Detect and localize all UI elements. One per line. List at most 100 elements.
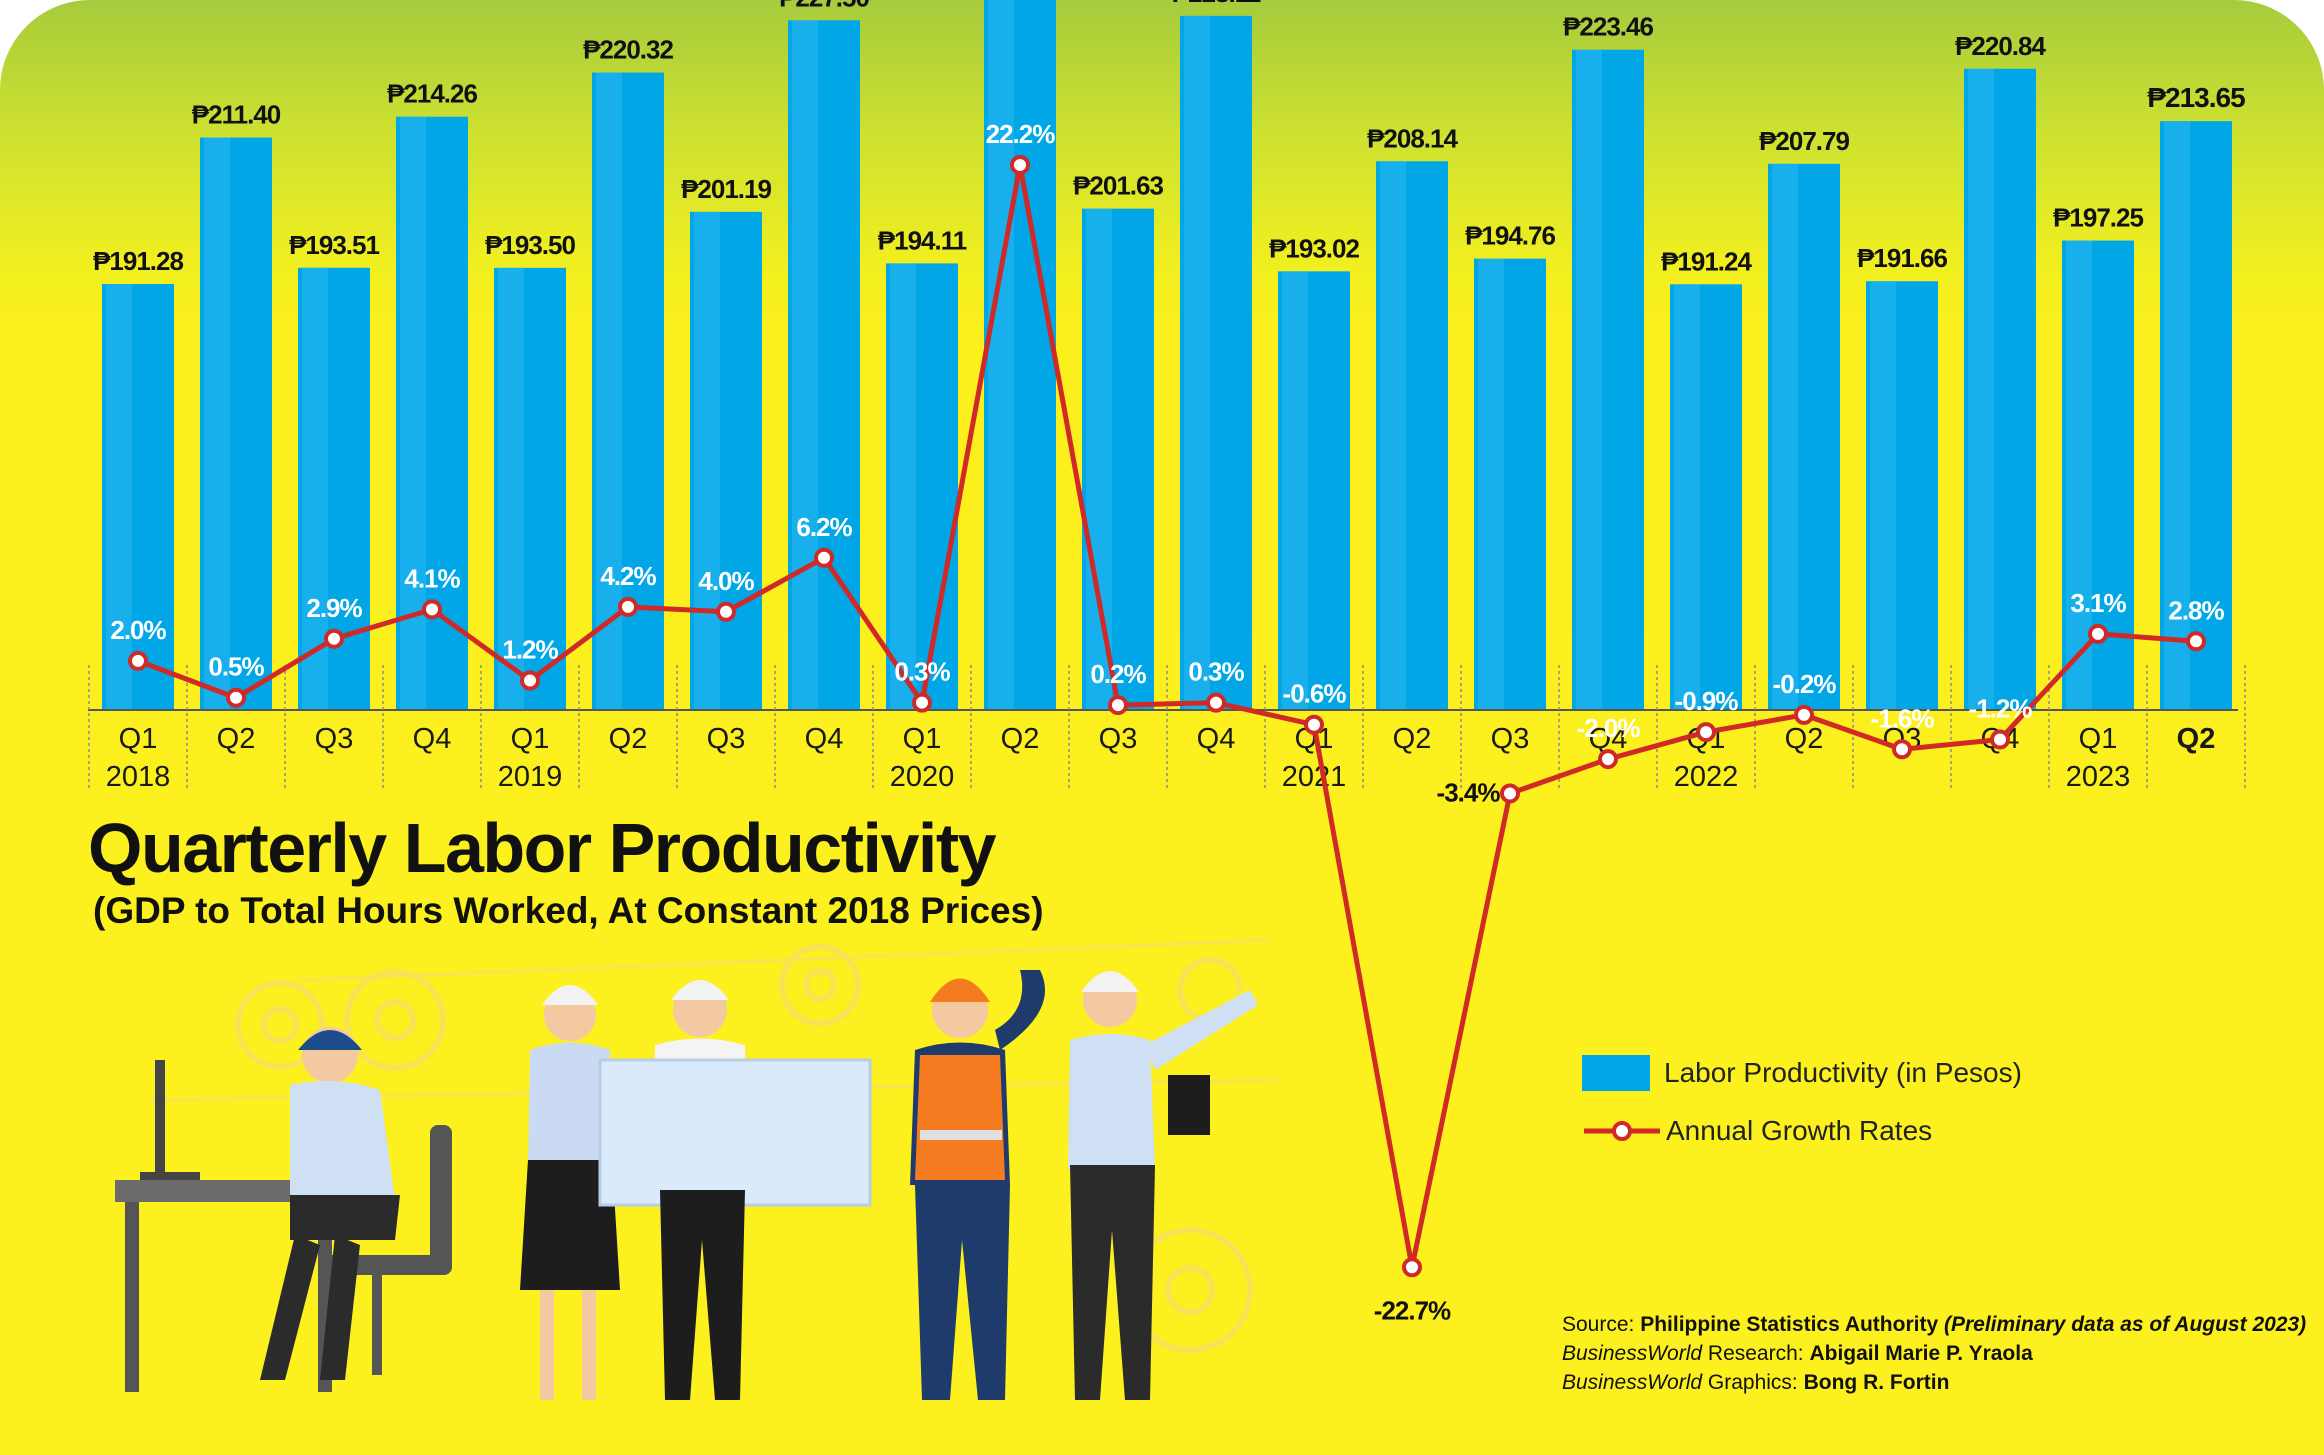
bar-value-label: ₱227.50 — [779, 0, 869, 12]
legend-bar-label: Labor Productivity (in Pesos) — [1664, 1057, 2022, 1088]
growth-marker — [912, 692, 932, 713]
growth-marker — [422, 599, 442, 620]
bar-value-label: ₱220.32 — [583, 35, 673, 65]
x-tick-label: Q3 — [707, 723, 746, 755]
graphics-line: BusinessWorld Graphics: Bong R. Fortin — [1562, 1368, 2306, 1397]
bar-value-label: ₱220.84 — [1955, 31, 2046, 61]
growth-marker — [2186, 631, 2206, 652]
bar-highlight — [2066, 240, 2092, 711]
legend-item-line: Annual Growth Rates — [1582, 1113, 1932, 1149]
bar-highlight — [792, 20, 818, 710]
bar-highlight — [890, 263, 916, 710]
source-line: Source: Philippine Statistics Authority … — [1562, 1310, 2306, 1339]
growth-marker — [716, 601, 736, 622]
growth-value-label: 4.1% — [404, 563, 460, 593]
bar-highlight — [204, 137, 230, 711]
graphics-label: Graphics: — [1702, 1371, 1804, 1394]
growth-marker — [2088, 623, 2108, 644]
growth-value-label: 2.9% — [306, 593, 362, 623]
bar-value-label: ₱194.11 — [878, 225, 967, 255]
growth-marker — [1402, 1257, 1422, 1278]
growth-marker — [520, 670, 540, 691]
growth-marker — [226, 687, 246, 708]
legend-line-swatch — [1584, 1121, 1660, 1141]
research-name: Abigail Marie P. Yraola — [1809, 1342, 2033, 1365]
chart-title: Quarterly Labor Productivity — [88, 809, 997, 887]
growth-value-label: 0.5% — [208, 652, 264, 682]
woman-engineer — [520, 985, 620, 1400]
bar-highlight — [988, 0, 1014, 710]
research-brand: BusinessWorld — [1562, 1342, 1703, 1365]
x-tick-label: Q3 — [1099, 723, 1138, 755]
x-tick-label: Q1 — [903, 723, 942, 755]
x-tick-year-label: 2018 — [106, 761, 171, 793]
x-tick-label: Q2 — [1393, 723, 1432, 755]
x-tick-year-label: 2021 — [1282, 761, 1347, 793]
bar-value-label: ₱228.11 — [1172, 0, 1261, 8]
growth-value-label: 2.0% — [110, 615, 166, 645]
growth-marker — [1500, 783, 1520, 804]
growth-value-label: 4.0% — [698, 566, 754, 596]
growth-value-label: 6.2% — [796, 512, 852, 542]
bar-highlight — [1478, 258, 1504, 710]
source-note: (Preliminary data as of August 2023) — [1943, 1313, 2307, 1336]
legend-bar-swatch — [1582, 1055, 1650, 1091]
bar-highlight — [1576, 49, 1602, 710]
research-line: BusinessWorld Research: Abigail Marie P.… — [1562, 1339, 2306, 1368]
x-tick-year-label: 2022 — [1674, 761, 1739, 793]
growth-value-labels: 2.0% 0.5% 2.9% 4.1% 1.2% 4.2% 4.0% 6.2% 0.3% 22.2… — [110, 119, 2225, 1325]
bar-highlight — [596, 72, 622, 710]
legend-line-label: Annual Growth Rates — [1666, 1115, 1933, 1146]
growth-marker — [1598, 749, 1618, 770]
bar-value-label: ₱201.63 — [1073, 171, 1163, 201]
x-tick-label: Q3 — [315, 723, 354, 755]
x-tick-label: Q1 — [119, 723, 158, 755]
worker-at-desk — [115, 1027, 452, 1392]
growth-value-label: -1.6% — [1871, 703, 1935, 733]
growth-marker — [1696, 722, 1716, 743]
growth-marker — [1990, 729, 2010, 750]
graphics-name: Bong R. Fortin — [1803, 1371, 1950, 1394]
bar-value-label: ₱197.25 — [2053, 203, 2143, 233]
growth-value-label: -0.2% — [1773, 669, 1837, 699]
x-tick-year-label: 2020 — [890, 761, 955, 793]
bar-highlight — [1870, 281, 1896, 710]
bar-highlight — [1086, 208, 1112, 711]
x-tick-label: Q4 — [805, 723, 844, 755]
bar-value-label: ₱213.65 — [2147, 82, 2245, 113]
graphics-brand: BusinessWorld — [1562, 1371, 1703, 1394]
bar-highlight — [1968, 68, 1994, 710]
bar-highlight — [1772, 163, 1798, 711]
growth-value-label: -2.0% — [1577, 713, 1641, 743]
bar-value-label: ₱193.02 — [1269, 233, 1359, 263]
bar-value-labels: ₱191.28 ₱211.40 ₱193.51 ₱214.26 ₱193.50 ₱220.… — [93, 0, 2246, 276]
bar-value-label: ₱214.26 — [387, 79, 477, 109]
growth-value-label: 0.3% — [894, 657, 950, 687]
growth-marker — [1794, 704, 1814, 725]
x-tick-label: Q1 — [511, 723, 550, 755]
growth-marker — [1304, 714, 1324, 735]
bar-value-label: ₱191.28 — [93, 246, 183, 276]
bar-value-label: ₱208.14 — [1367, 123, 1458, 153]
growth-value-label: 1.2% — [502, 635, 558, 665]
x-tick-label: Q4 — [1197, 723, 1236, 755]
growth-marker — [324, 628, 344, 649]
growth-value-label: 3.1% — [2070, 588, 2126, 618]
bar-highlight — [1674, 284, 1700, 710]
bar-value-label: ₱211.40 — [192, 100, 281, 130]
bars-layer — [102, 0, 2232, 711]
growth-value-label: 22.2% — [986, 119, 1056, 149]
bar-highlight — [400, 116, 426, 711]
growth-line — [137, 162, 2197, 1270]
growth-marker — [1206, 692, 1226, 713]
bar-highlight — [498, 267, 524, 710]
source-name: Philippine Statistics Authority — [1640, 1313, 1939, 1336]
bar-value-label: ₱191.66 — [1857, 243, 1947, 273]
x-tick-year-label: 2019 — [498, 761, 563, 793]
construction-worker — [910, 970, 1045, 1400]
bar-highlight — [1184, 15, 1210, 710]
x-tick-label: Q2 — [609, 723, 648, 755]
